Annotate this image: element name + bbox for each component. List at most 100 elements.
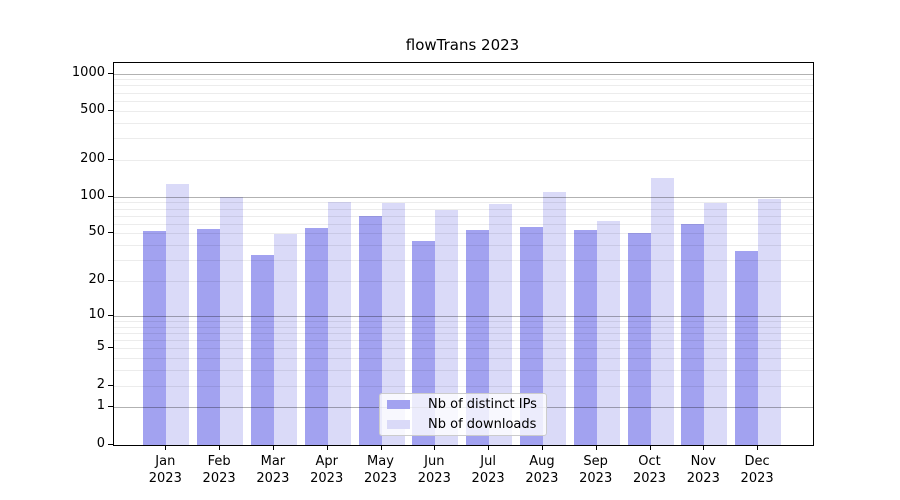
minor-gridline	[114, 92, 813, 94]
minor-gridline	[114, 385, 813, 387]
x-tick-label: Aug 2023	[525, 454, 559, 486]
x-tick-label: Feb 2023	[202, 454, 236, 486]
y-tick-label: 5	[96, 339, 105, 355]
bar-downloads	[166, 184, 190, 445]
x-tick-mark	[757, 445, 759, 450]
minor-gridline	[114, 326, 813, 328]
x-tick-label: Jul 2023	[471, 454, 505, 486]
legend-label-downloads: Nb of downloads	[428, 417, 537, 432]
minor-gridline	[114, 233, 813, 235]
bar-downloads	[273, 234, 297, 445]
minor-gridline	[114, 138, 813, 140]
plot-area	[113, 62, 814, 446]
y-tick-mark	[108, 280, 113, 282]
minor-gridline	[114, 223, 813, 225]
y-tick-mark	[108, 347, 113, 349]
x-tick-label: Jun 2023	[417, 454, 451, 486]
bar-downloads	[596, 221, 620, 445]
x-tick-mark	[380, 445, 382, 450]
y-tick-label: 10	[88, 306, 105, 322]
bar-distinct-ips	[304, 228, 328, 445]
bar-distinct-ips	[681, 223, 705, 445]
y-tick-mark	[108, 109, 113, 111]
x-tick-mark	[434, 445, 436, 450]
bar-distinct-ips	[627, 233, 651, 445]
x-tick-label: Oct 2023	[632, 454, 667, 486]
y-tick-label: 1	[96, 398, 105, 414]
bar-downloads	[435, 209, 459, 445]
x-tick-mark	[219, 445, 221, 450]
legend-item-distinct-ips: Nb of distinct IPs	[380, 396, 546, 413]
y-tick-label: 2	[96, 376, 105, 392]
y-tick-mark	[108, 195, 113, 197]
x-tick-label: Jan 2023	[148, 454, 182, 486]
bar-downloads	[650, 177, 674, 445]
y-tick-label: 500	[80, 101, 105, 117]
x-tick-mark	[488, 445, 490, 450]
chart-title: flowTrans 2023	[405, 36, 520, 54]
legend-item-downloads: Nb of downloads	[380, 416, 546, 433]
bar-distinct-ips	[519, 227, 543, 445]
bar-downloads	[220, 196, 244, 445]
bar-distinct-ips	[466, 230, 490, 445]
y-tick-label: 50	[88, 224, 105, 240]
x-tick-label: Dec 2023	[740, 454, 774, 486]
legend: Nb of distinct IPs Nb of downloads	[379, 393, 547, 436]
x-tick-mark	[165, 445, 167, 450]
x-tick-mark	[703, 445, 705, 450]
y-tick-label: 1000	[71, 64, 105, 80]
minor-gridline	[114, 260, 813, 262]
y-tick-mark	[108, 158, 113, 160]
x-tick-label: May 2023	[363, 454, 398, 486]
minor-gridline	[114, 332, 813, 334]
bar-distinct-ips	[573, 230, 597, 445]
x-tick-label: Nov 2023	[686, 454, 720, 486]
minor-gridline	[114, 358, 813, 360]
bar-distinct-ips	[735, 250, 759, 445]
minor-gridline	[114, 370, 813, 372]
minor-gridline	[114, 100, 813, 102]
minor-gridline	[114, 320, 813, 322]
y-tick-mark	[108, 72, 113, 74]
x-tick-mark	[649, 445, 651, 450]
bar-distinct-ips	[143, 231, 167, 445]
bar-distinct-ips	[358, 215, 382, 445]
y-tick-mark	[108, 443, 113, 445]
bar-distinct-ips	[197, 229, 221, 445]
minor-gridline	[114, 159, 813, 161]
bar-downloads	[542, 192, 566, 445]
y-tick-mark	[108, 232, 113, 234]
minor-gridline	[114, 215, 813, 217]
y-tick-label: 0	[96, 435, 105, 451]
legend-swatch-distinct-ips	[387, 400, 410, 409]
bar-downloads	[381, 203, 405, 445]
minor-gridline	[114, 85, 813, 87]
x-tick-label: Sep 2023	[579, 454, 613, 486]
x-tick-mark	[595, 445, 597, 450]
minor-gridline	[114, 79, 813, 81]
bar-downloads	[758, 198, 782, 445]
minor-gridline	[114, 110, 813, 112]
x-tick-label: Mar 2023	[256, 454, 290, 486]
y-tick-mark	[108, 384, 113, 386]
major-gridline	[114, 73, 813, 75]
bar-distinct-ips	[250, 255, 274, 445]
bar-downloads	[327, 201, 351, 445]
bar-downloads	[704, 202, 728, 445]
minor-gridline	[114, 340, 813, 341]
x-tick-mark	[272, 445, 274, 450]
y-tick-label: 200	[80, 150, 105, 166]
minor-gridline	[114, 208, 813, 210]
minor-gridline	[114, 245, 813, 247]
major-gridline	[114, 315, 813, 317]
major-gridline	[114, 196, 813, 198]
bar-downloads	[489, 204, 513, 445]
legend-label-distinct-ips: Nb of distinct IPs	[428, 397, 537, 412]
y-tick-label: 100	[80, 187, 105, 203]
minor-gridline	[114, 202, 813, 204]
x-tick-label: Apr 2023	[310, 454, 344, 486]
minor-gridline	[114, 122, 813, 124]
y-tick-mark	[108, 314, 113, 316]
y-tick-label: 20	[88, 272, 105, 288]
